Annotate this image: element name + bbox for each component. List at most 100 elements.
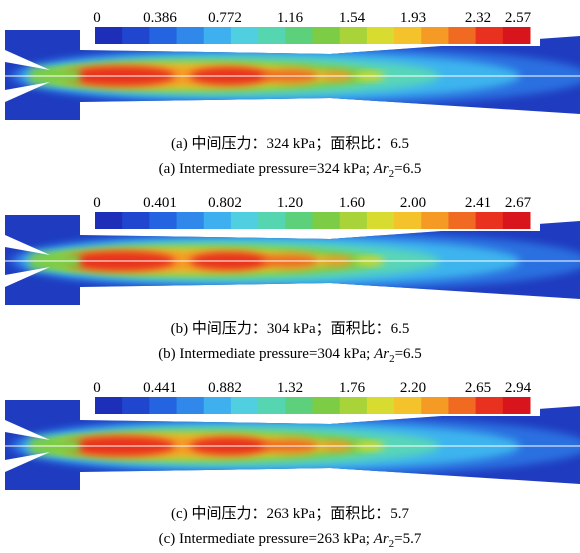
colorbar-label: 1.76 [339,380,366,396]
colorbar-segment [203,27,232,44]
nozzle-wall [5,82,50,102]
colorbar-label: 1.32 [277,380,303,396]
colorbar-segment [502,397,531,414]
colorbar-label: 1.93 [400,10,426,26]
colorbar-segment [421,27,449,44]
caption-value: =6.5 [395,346,422,362]
colorbar-segment [230,27,259,44]
contour [10,231,580,291]
colorbar-label: 2.00 [400,195,426,211]
colorbar-segment [312,212,341,229]
colorbar-segment [394,397,422,414]
colorbar-label: 2.65 [465,380,491,396]
caption-text: (a) Intermediate pressure=324 kPa; [159,161,374,177]
panel: 0 0.386 0.772 1.16 1.54 1.93 2.32 2.57 (a) 中间压力：… [5,10,580,180]
colorbar-label: 2.32 [465,10,491,26]
caption-var: Ar [373,531,389,547]
colorbar-segment [230,212,259,229]
colorbar-segment [149,212,178,229]
colorbar-segment [176,27,205,44]
colorbar-segment [122,27,150,44]
caption-text: (b) Intermediate pressure=304 kPa; [158,346,374,362]
colorbar-label: 1.20 [277,195,303,211]
colorbar-segment [448,212,477,229]
colorbar-segment [394,212,422,229]
nozzle-wall [5,235,50,255]
caption-value: =6.5 [394,161,421,177]
colorbar-segment [421,397,449,414]
colorbar-segment [122,397,150,414]
caption-en: (c) Intermediate pressure=263 kPa; Ar2=5… [159,531,422,550]
panel: 0 0.441 0.882 1.32 1.76 2.20 2.65 2.94 (c) 中间压力：… [5,380,580,550]
colorbar-segment [312,397,341,414]
colorbar-segment [95,212,123,229]
colorbar-label: 1.16 [277,10,304,26]
colorbar-label: 0 [93,380,101,396]
caption-en: (b) Intermediate pressure=304 kPa; Ar2=6… [158,346,422,365]
caption-en: (a) Intermediate pressure=324 kPa; Ar2=6… [159,161,422,180]
caption-sub: 2 [389,538,395,550]
colorbar-label: 2.67 [505,195,532,211]
colorbar-segment [203,397,232,414]
colorbar-segment [149,397,178,414]
caption-zh: (b) 中间压力：304 kPa；面积比：6.5 [171,320,410,337]
colorbar-segment [394,27,422,44]
colorbar-segment [176,212,205,229]
panel: 0 0.401 0.802 1.20 1.60 2.00 2.41 2.67 (b) 中间压力：… [5,195,580,365]
colorbar-segment [312,27,341,44]
colorbar-label: 1.60 [339,195,365,211]
colorbar-segment [258,27,286,44]
caption-var: Ar [373,161,389,177]
colorbar-segment [176,397,205,414]
colorbar-segment [149,27,178,44]
caption-text: (c) Intermediate pressure=263 kPa; [159,531,374,547]
caption-var: Ar [373,346,389,362]
colorbar-label: 2.94 [505,380,532,396]
caption-sub: 2 [389,353,395,365]
colorbar-label: 0.882 [208,380,242,396]
caption-zh: (a) 中间压力：324 kPa；面积比：6.5 [171,135,409,152]
colorbar-segment [258,212,286,229]
colorbar-label: 2.20 [400,380,426,396]
colorbar-segment [475,397,504,414]
colorbar-segment [95,27,123,44]
colorbar-label: 0 [93,195,101,211]
colorbar-segment [421,212,449,229]
colorbar-label: 0.401 [143,195,177,211]
nozzle-wall [5,420,50,440]
colorbar-segment [122,212,150,229]
colorbar-segment [366,212,395,229]
nozzle-wall [5,50,50,70]
colorbar-segment [475,212,504,229]
colorbar-label: 0.441 [143,380,177,396]
colorbar-segment [230,397,259,414]
colorbar-segment [448,397,477,414]
colorbar-segment [366,397,395,414]
colorbar-segment [448,27,477,44]
colorbar-segment [339,397,368,414]
nozzle-wall [5,452,50,472]
colorbar-label: 2.41 [465,195,491,211]
colorbar-segment [285,397,313,414]
colorbar-segment [475,27,504,44]
colorbar-segment [502,27,531,44]
colorbar-segment [339,27,368,44]
colorbar-label: 0.386 [143,10,177,26]
nozzle-wall [5,267,50,287]
caption-sub: 2 [389,168,395,180]
colorbar-label: 0.772 [208,10,242,26]
colorbar-label: 0.802 [208,195,242,211]
colorbar-label: 1.54 [339,10,366,26]
colorbar-segment [339,212,368,229]
caption-value: =5.7 [394,531,422,547]
colorbar-segment [502,212,531,229]
colorbar-segment [258,397,286,414]
colorbar-label: 2.57 [505,10,532,26]
colorbar-segment [95,397,123,414]
colorbar-segment [285,212,313,229]
colorbar-label: 0 [93,10,101,26]
colorbar-segment [285,27,313,44]
colorbar-segment [366,27,395,44]
caption-zh: (c) 中间压力：263 kPa；面积比：5.7 [171,505,409,522]
